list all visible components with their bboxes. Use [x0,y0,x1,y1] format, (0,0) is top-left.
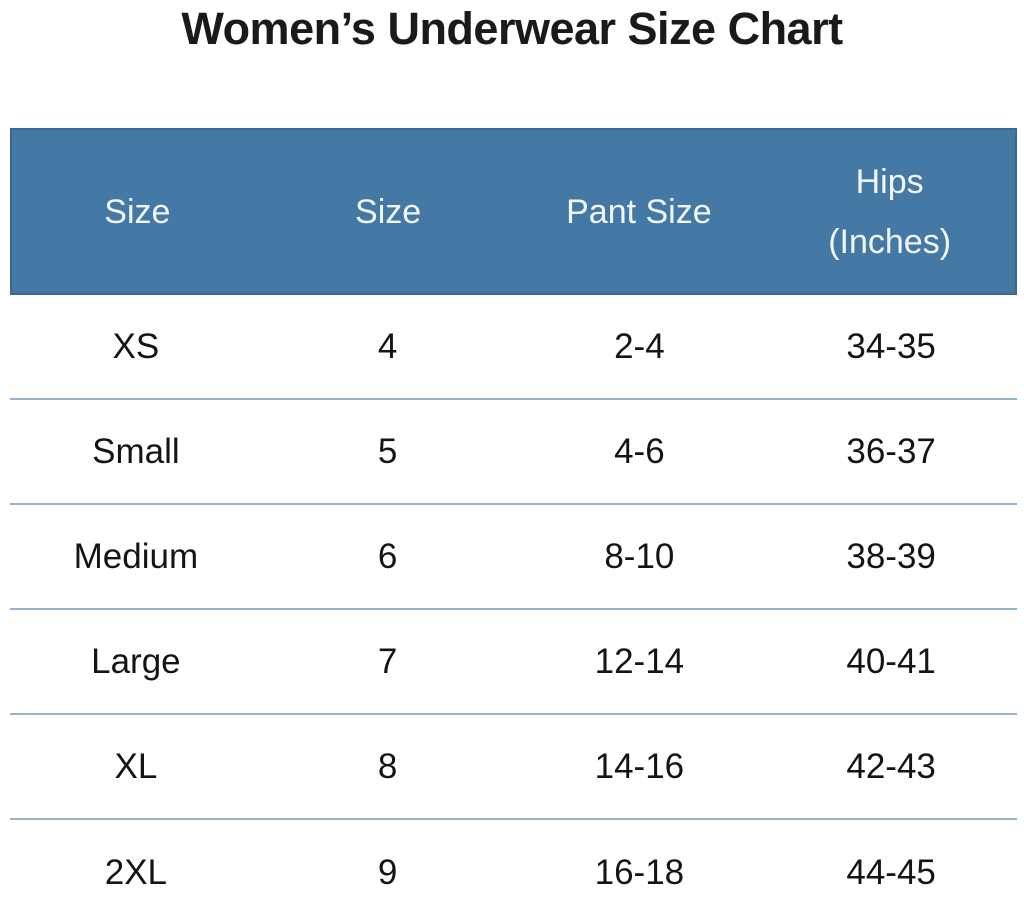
size-chart-table: Size Size Pant Size Hips (Inches) XS 4 2… [10,128,1017,898]
cell-pant-size: 14-16 [594,746,685,786]
cell-size-number: 4 [377,326,398,366]
column-header-size-number: Size [355,192,422,231]
cell-size: Large [91,641,181,681]
table-row-xs: XS 4 2-4 34-35 [10,295,1017,400]
cell-pant-size: 8-10 [604,536,675,576]
table-body: XS 4 2-4 34-35 Small 5 4-6 36-37 Medium … [10,295,1017,898]
cell-hips: 38-39 [846,536,936,576]
table-row-small: Small 5 4-6 36-37 [10,400,1017,505]
table-row-large: Large 7 12-14 40-41 [10,610,1017,715]
cell-pant-size: 4-6 [614,431,665,471]
cell-size-number: 9 [377,852,398,892]
cell-size-number: 7 [377,641,398,681]
cell-size: XS [112,326,160,366]
page-title: Women’s Underwear Size Chart [181,3,843,54]
cell-pant-size: 2-4 [614,326,665,366]
table-header-row: Size Size Pant Size Hips (Inches) [10,128,1017,295]
cell-hips: 34-35 [846,326,936,366]
cell-size-number: 5 [377,431,398,471]
table-row-xl: XL 8 14-16 42-43 [10,715,1017,820]
cell-size: XL [114,746,158,786]
cell-size: Small [92,431,180,471]
table-row-2xl: 2XL 9 16-18 44-45 [10,820,1017,898]
cell-size: 2XL [104,852,168,892]
cell-pant-size: 12-14 [594,641,685,681]
column-header-size: Size [104,192,171,231]
cell-hips: 42-43 [846,746,936,786]
column-header-pant-size: Pant Size [566,192,712,231]
cell-size-number: 6 [377,536,398,576]
cell-hips: 36-37 [846,431,936,471]
cell-size: Medium [73,536,199,576]
cell-pant-size: 16-18 [594,852,685,892]
cell-hips: 40-41 [846,641,936,681]
table-row-medium: Medium 6 8-10 38-39 [10,505,1017,610]
cell-size-number: 8 [377,746,398,786]
column-header-hips-inches: Hips (Inches) [828,162,952,261]
cell-hips: 44-45 [846,852,936,892]
